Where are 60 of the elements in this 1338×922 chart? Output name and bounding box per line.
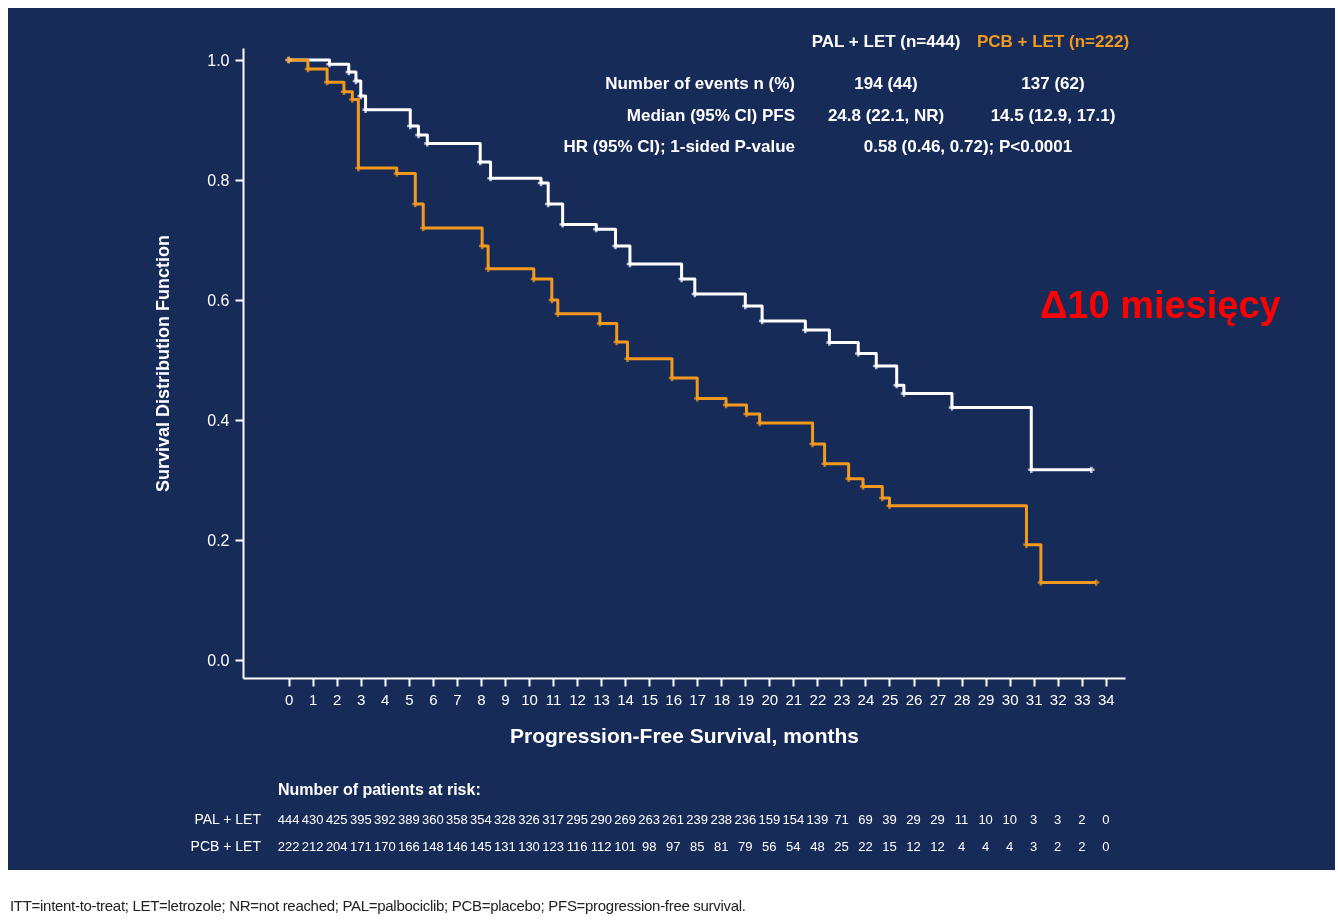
x-tick-label: 32 (1049, 690, 1067, 708)
y-tick-label: 1.0 (207, 51, 230, 69)
text: PAL + LET (n=444) (811, 32, 961, 51)
y-axis-title: Survival Distribution Function (153, 234, 174, 493)
x-tick-label: 8 (477, 690, 486, 708)
text: PCB + LET (n=222) (976, 32, 1130, 51)
annotation: Median (95% CI) PFS (626, 106, 795, 125)
x-tick-label: 14 (617, 690, 634, 708)
x-tick-label: 1 (309, 690, 318, 708)
annotation: 14.5 (12.9, 17.1) (990, 106, 1116, 125)
x-tick-label: 12 (569, 690, 586, 708)
y-tick-label: 0.6 (207, 291, 230, 309)
x-tick-label: 18 (713, 690, 731, 708)
x-tick-label: 16 (665, 690, 683, 708)
x-tick-label: 25 (881, 690, 899, 708)
x-tick-label: 6 (429, 690, 438, 708)
text: Number of patients at risk: (278, 781, 481, 798)
x-tick-label: 23 (833, 690, 851, 708)
y-tick-label: 0.8 (207, 171, 230, 189)
annotation: Number of events n (%) (605, 74, 795, 93)
x-axis-title: Progression-Free Survival, months (510, 723, 859, 747)
x-tick-label: 19 (737, 690, 755, 708)
x-tick-label: 3 (357, 690, 366, 708)
x-tick-label: 15 (641, 690, 658, 708)
annotation: 0.58 (0.46, 0.72); P<0.0001 (863, 137, 1073, 156)
x-tick-label: 2 (333, 690, 342, 708)
x-tick-label: 27 (929, 690, 947, 708)
x-tick-label: 9 (501, 690, 510, 708)
x-tick-label: 7 (453, 690, 462, 708)
x-tick-label: 5 (405, 690, 414, 708)
x-tick-label: 0 (284, 690, 294, 708)
x-tick-label: 28 (953, 690, 971, 708)
x-tick-label: 13 (593, 690, 610, 708)
x-tick-label: 4 (381, 690, 390, 708)
annotation: 137 (62) (1021, 74, 1085, 93)
x-tick-label: 10 (521, 690, 538, 708)
annotation: 194 (44) (854, 74, 918, 93)
x-tick-label: 33 (1073, 690, 1091, 708)
x-tick-label: 29 (977, 690, 995, 708)
text: PCB + LET (190, 838, 262, 854)
x-tick-label: 22 (809, 690, 827, 708)
y-tick-label: 0.2 (207, 531, 230, 549)
text: PAL + LET (194, 811, 262, 827)
annotation: Δ10 miesięcy (1040, 284, 1281, 326)
x-tick-label: 20 (761, 690, 779, 708)
x-tick-label: 30 (1001, 690, 1019, 708)
y-tick-label: 0.4 (207, 411, 230, 429)
x-tick-label: 11 (545, 690, 562, 708)
text: 222 212 204 171 170 166 148 146 145 131 130 123 116 112 101 98 97 85 81 79 56 54 48 25 22 15 12 12 4 4 4 3 2 2 0 (277, 839, 1110, 854)
x-tick-label: 24 (857, 690, 875, 708)
x-tick-label: 17 (689, 690, 707, 708)
x-tick-label: 26 (905, 690, 923, 708)
text: 444 430 425 395 392 389 360 358 354 328 326 317 295 290 269 263 261 239 238 236 159 154 139 71 69 39 29 29 11 10 10 3 3 2 0 (277, 812, 1110, 827)
x-tick-label: 34 (1097, 690, 1115, 708)
text: ITT=intent-to-treat; LET=letrozole; NR=not reached; PAL=palbociclib; PCB=placebo; PFS=progression-free survival. (10, 897, 746, 914)
annotation: 24.8 (22.1, NR) (827, 106, 945, 125)
x-tick-label: 21 (785, 690, 803, 708)
x-tick-label: 31 (1025, 690, 1043, 708)
annotation: HR (95% CI); 1-sided P-value (563, 137, 795, 156)
y-tick-label: 0.0 (207, 651, 230, 669)
